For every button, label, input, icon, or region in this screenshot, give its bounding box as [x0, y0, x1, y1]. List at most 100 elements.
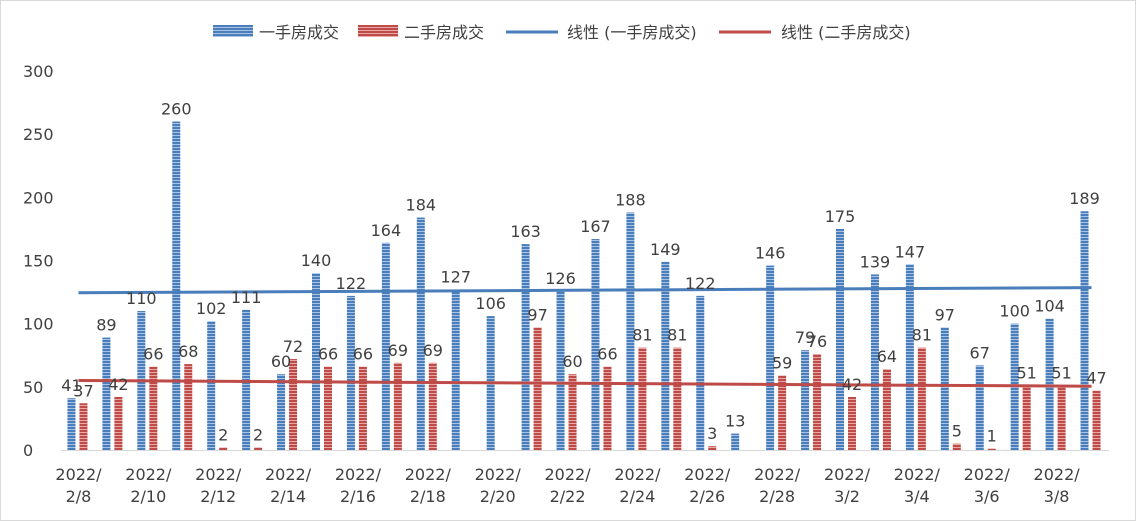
data-label-first-hand: 104 — [1034, 297, 1065, 316]
data-label-second-hand: 60 — [562, 352, 582, 371]
data-label-second-hand: 66 — [318, 345, 338, 364]
bar-first-hand — [102, 337, 111, 450]
bar-first-hand — [1045, 318, 1054, 450]
data-label-first-hand: 127 — [440, 268, 471, 287]
data-label-first-hand: 13 — [725, 412, 745, 431]
x-tick-label-line1: 2022/ — [614, 465, 661, 484]
x-tick-label-line2: 2/28 — [759, 487, 795, 506]
bar-first-hand — [591, 239, 600, 450]
bar-second-hand — [79, 403, 88, 450]
data-label-second-hand: 42 — [108, 375, 128, 394]
bar-second-hand — [1092, 390, 1101, 450]
y-tick-label: 300 — [23, 62, 54, 81]
bar-second-hand — [114, 396, 123, 450]
data-label-first-hand: 189 — [1069, 189, 1100, 208]
data-label-first-hand: 102 — [196, 299, 227, 318]
data-label-second-hand: 69 — [388, 341, 408, 360]
bar-first-hand — [172, 121, 181, 451]
bar-first-hand — [801, 350, 810, 450]
data-label-first-hand: 184 — [406, 196, 437, 215]
x-tick-label-line1: 2022/ — [824, 465, 871, 484]
legend-swatch-1 — [213, 25, 253, 37]
data-label-first-hand: 126 — [545, 269, 576, 288]
x-tick-label-line2: 2/16 — [340, 487, 376, 506]
bar-second-hand — [184, 364, 193, 450]
data-label-second-hand: 68 — [178, 342, 198, 361]
bar-second-hand — [428, 362, 437, 450]
bar-second-hand — [603, 366, 612, 450]
x-tick-label-line1: 2022/ — [684, 465, 731, 484]
data-label-first-hand: 140 — [301, 251, 332, 270]
bar-first-hand — [1080, 211, 1089, 450]
bar-first-hand — [766, 265, 775, 450]
x-tick-label-line1: 2022/ — [754, 465, 801, 484]
bar-first-hand — [451, 289, 460, 450]
bar-second-hand — [778, 375, 787, 450]
x-tick-label-line2: 2/24 — [619, 487, 655, 506]
y-tick-label: 150 — [23, 252, 54, 271]
data-label-second-hand: 66 — [353, 345, 373, 364]
data-label-first-hand: 147 — [895, 242, 926, 261]
legend-label-4: 线性 (二手房成交) — [781, 23, 911, 42]
data-label-second-hand: 2 — [218, 425, 228, 444]
y-tick-label: 100 — [23, 315, 54, 334]
bar-first-hand — [207, 321, 216, 450]
data-label-second-hand: 76 — [807, 332, 827, 351]
x-tick-label-line2: 2/12 — [200, 487, 236, 506]
x-tick-label-line1: 2022/ — [405, 465, 452, 484]
data-label-first-hand: 188 — [615, 190, 646, 209]
bar-first-hand — [731, 433, 740, 450]
legend-swatch-2 — [358, 25, 398, 37]
bar-second-hand — [638, 347, 647, 450]
bar-second-hand — [673, 347, 682, 450]
bar-first-hand — [626, 212, 635, 450]
x-tick-label-line1: 2022/ — [195, 465, 242, 484]
x-tick-label-line2: 2/18 — [410, 487, 446, 506]
bar-second-hand — [952, 443, 961, 450]
data-label-second-hand: 3 — [707, 424, 717, 443]
y-tick-label: 250 — [23, 125, 54, 144]
bar-first-hand — [346, 295, 355, 450]
bar-second-hand — [708, 446, 717, 450]
data-label-second-hand: 51 — [1016, 364, 1036, 383]
data-label-first-hand: 106 — [475, 294, 506, 313]
bar-first-hand — [661, 261, 670, 450]
x-tick-label-line1: 2022/ — [1034, 465, 1081, 484]
data-label-second-hand: 97 — [527, 305, 547, 324]
data-label-first-hand: 163 — [510, 222, 541, 241]
x-tick-label-line2: 2/14 — [270, 487, 306, 506]
x-tick-label-line2: 2/26 — [689, 487, 725, 506]
data-label-second-hand: 72 — [283, 337, 303, 356]
bar-first-hand — [870, 274, 879, 450]
x-tick-label-line2: 3/2 — [834, 487, 860, 506]
x-tick-label-line2: 3/6 — [974, 487, 1000, 506]
bar-second-hand — [1057, 385, 1066, 450]
data-label-second-hand: 81 — [632, 326, 652, 345]
bar-second-hand — [533, 327, 542, 450]
bar-second-hand — [848, 396, 856, 450]
data-label-first-hand: 41 — [61, 376, 81, 395]
data-label-first-hand: 100 — [999, 302, 1030, 321]
data-label-first-hand: 164 — [371, 221, 402, 240]
x-tick-label-line2: 2/10 — [130, 487, 166, 506]
data-label-second-hand: 5 — [952, 422, 962, 441]
bar-first-hand — [940, 327, 949, 450]
data-label-first-hand: 111 — [231, 288, 262, 307]
trendlines — [78, 286, 1092, 388]
x-tick-label-line2: 2/8 — [66, 487, 92, 506]
bar-first-hand — [242, 309, 251, 450]
bar-first-hand — [416, 217, 425, 450]
bar-first-hand — [312, 273, 320, 450]
bar-second-hand — [813, 353, 822, 450]
bar-first-hand — [556, 290, 565, 450]
data-label-first-hand: 89 — [96, 316, 116, 335]
data-label-second-hand: 81 — [667, 326, 687, 345]
data-label-second-hand: 59 — [772, 353, 792, 372]
bar-second-hand — [149, 366, 158, 450]
x-tick-label-line2: 3/4 — [904, 487, 930, 506]
data-label-first-hand: 79 — [795, 328, 815, 347]
data-label-first-hand: 67 — [970, 343, 990, 362]
data-label-first-hand: 146 — [755, 244, 786, 263]
